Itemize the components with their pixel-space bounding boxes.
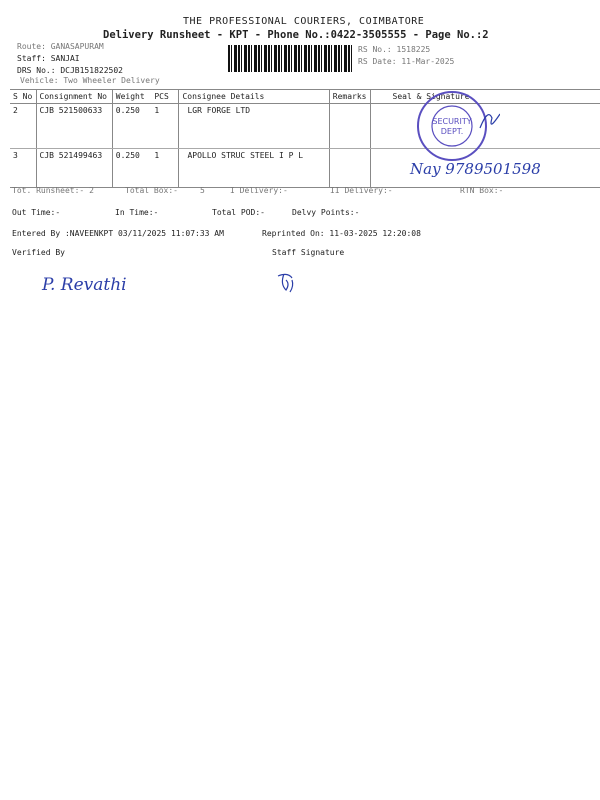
total-pod: Total POD:- (212, 208, 265, 217)
total-box-value: 5 (200, 186, 205, 195)
verified-signature: P. Revathi (42, 275, 127, 295)
barcode (228, 45, 354, 72)
ii-delivery: II Delivery:- (330, 186, 393, 195)
cell-weight-pcs: 0.250 1 (111, 103, 179, 149)
table-row: 3 CJB 521499463 0.250 1 APOLLO STRUC STE… (10, 148, 600, 188)
handwritten-phone: Nay 9789501598 (410, 160, 541, 178)
cell-sno: 2 (10, 103, 37, 149)
reprinted-on: Reprinted On: 11-03-2025 12:20:08 (262, 229, 421, 238)
rs-no: RS No.: 1518225 (358, 45, 431, 54)
table-header: S No Consignment No Weight PCS Consignee… (10, 89, 600, 104)
tot-runsheet: Tot. Runsheet:- 2 (12, 186, 94, 195)
cell-remarks (328, 103, 370, 149)
cell-consignment: CJB 521499463 (35, 148, 113, 188)
col-weight-pcs: Weight PCS (111, 89, 179, 104)
vehicle: Vehicle: Two Wheeler Delivery (20, 76, 160, 85)
entered-by: Entered By :NAVEENKPT 03/11/2025 11:07:3… (12, 229, 224, 238)
staff: Staff: SANJAI (17, 54, 80, 63)
verified-by-label: Verified By (12, 248, 65, 257)
staff-signature-label: Staff Signature (272, 248, 345, 257)
col-sno: S No (10, 89, 37, 104)
delvy-points: Delvy Points:- (292, 208, 360, 217)
security-stamp: SECURITY DEPT. (417, 91, 500, 161)
cell-seal (369, 103, 600, 149)
cell-sno: 3 (10, 148, 37, 188)
rtn-box: RTN Box:- (460, 186, 504, 195)
total-box: Total Box:- (125, 186, 178, 195)
runsheet-title: Delivery Runsheet - KPT - Phone No.:0422… (103, 29, 489, 41)
svg-text:SECURITY: SECURITY (432, 117, 471, 126)
col-seal: Seal & Signature (369, 89, 600, 104)
col-remarks: Remarks (328, 89, 370, 104)
cell-consignee: LGR FORGE LTD (178, 103, 330, 149)
cell-remarks (328, 148, 370, 188)
staff-signature (277, 273, 294, 293)
consignment-table: S No Consignment No Weight PCS Consignee… (10, 89, 600, 188)
col-consignee: Consignee Details (178, 89, 330, 104)
cell-weight-pcs: 0.250 1 (111, 148, 179, 188)
drs-no: DRS No.: DCJB151822502 (17, 66, 123, 75)
svg-text:DEPT.: DEPT. (441, 127, 464, 136)
cell-seal (369, 148, 600, 188)
out-time: Out Time:- (12, 208, 61, 217)
in-time: In Time:- (115, 208, 159, 217)
company-title: THE PROFESSIONAL COURIERS, COIMBATORE (183, 16, 425, 27)
route: Route: GANASAPURAM (17, 42, 104, 51)
rs-date: RS Date: 11-Mar-2025 (358, 57, 455, 66)
cell-consignment: CJB 521500633 (35, 103, 113, 149)
cell-consignee: APOLLO STRUC STEEL I P L (178, 148, 330, 188)
col-consignment: Consignment No (35, 89, 113, 104)
table-row: 2 CJB 521500633 0.250 1 LGR FORGE LTD (10, 103, 600, 149)
i-delivery: I Delivery:- (230, 186, 288, 195)
